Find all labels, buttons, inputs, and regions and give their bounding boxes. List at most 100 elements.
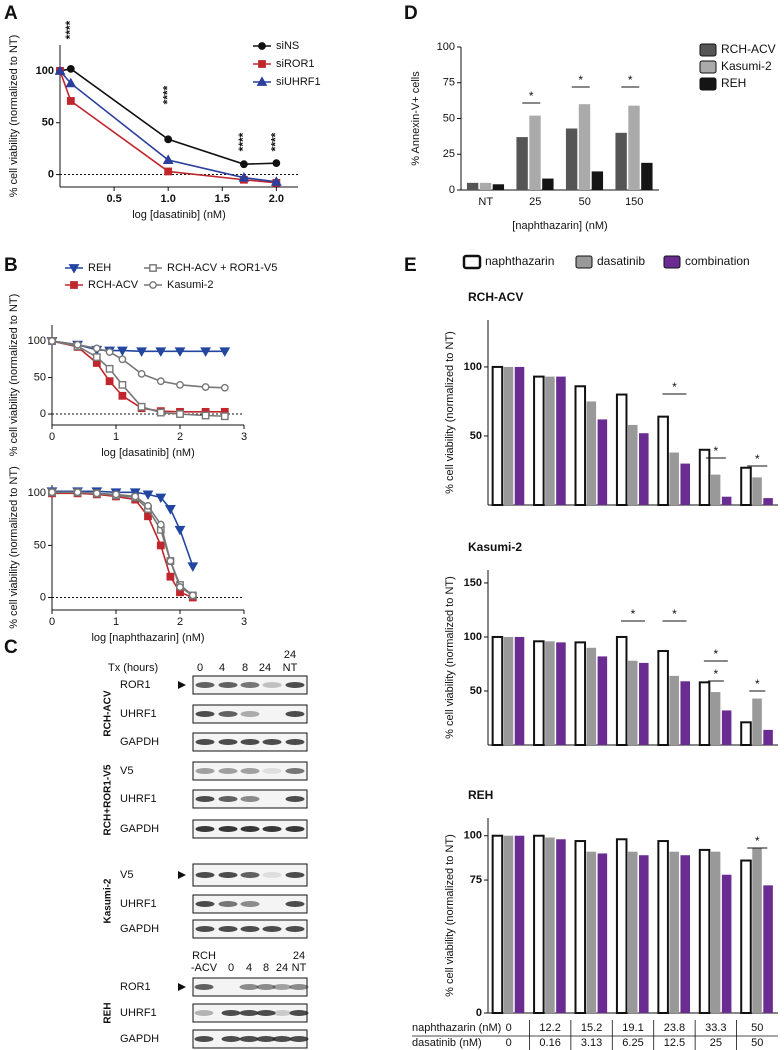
- point: [156, 520, 165, 529]
- table-cell: 33.3: [705, 1022, 726, 1034]
- bar: [542, 178, 554, 190]
- blot-band: [262, 682, 282, 688]
- bar: [556, 642, 566, 745]
- bar: [763, 885, 773, 1013]
- table-cell: 19.1: [622, 1022, 643, 1034]
- blot-band: [262, 926, 282, 932]
- blot-band: [195, 739, 215, 745]
- bar: [591, 171, 604, 190]
- bar: [574, 641, 587, 746]
- legend-label: siNS: [276, 40, 299, 52]
- bar: [763, 498, 773, 505]
- bar: [545, 641, 555, 745]
- blot-band: [285, 826, 305, 832]
- y-tick-label: 0: [48, 168, 54, 180]
- blot-band: [256, 1010, 276, 1016]
- bar: [574, 840, 587, 1015]
- table-cell: 12.2: [539, 1022, 560, 1034]
- significance: *: [755, 677, 760, 691]
- point: [220, 383, 229, 392]
- bar: [752, 848, 762, 1013]
- table-cell: 0.16: [539, 1037, 560, 1049]
- point: [48, 337, 56, 345]
- bar: [639, 855, 649, 1013]
- point: [92, 344, 101, 353]
- bar: [740, 859, 752, 1015]
- x-tick-label: 150: [625, 196, 643, 208]
- point: [166, 557, 175, 565]
- point: [174, 525, 186, 536]
- bar: [680, 681, 690, 745]
- bar: [698, 848, 711, 1015]
- point: [188, 591, 197, 600]
- x-tick-label: 2: [177, 431, 183, 443]
- panel-letter: A: [4, 3, 18, 24]
- point: [156, 408, 165, 417]
- blot-band: [218, 796, 238, 802]
- blot-band: [194, 984, 214, 990]
- bar: [627, 851, 638, 1013]
- series-line: [51, 340, 225, 389]
- bar: [627, 424, 638, 505]
- blot-band: [285, 682, 305, 688]
- bar: [698, 681, 711, 747]
- y-tick-label: 50: [443, 112, 455, 124]
- blot-band: [240, 768, 260, 774]
- y-tick-label: 50: [34, 539, 46, 551]
- bar: [627, 660, 638, 745]
- point: [144, 501, 152, 510]
- lane-label: 24: [259, 662, 271, 674]
- blot-band: [285, 796, 305, 802]
- blot-band: [239, 1036, 259, 1042]
- blot-header: Tx (hours): [108, 662, 158, 674]
- blot-row-label: GAPDH: [120, 923, 159, 935]
- blot-band: [240, 796, 260, 802]
- point: [137, 402, 146, 411]
- significance: ****: [269, 132, 283, 151]
- bar: [533, 834, 545, 1015]
- blot-band: [289, 1010, 309, 1016]
- significance: *: [631, 607, 636, 621]
- y-tick-label: 100: [28, 487, 46, 499]
- chart-title: REH: [468, 788, 493, 802]
- significance: *: [672, 607, 677, 621]
- point: [201, 383, 210, 391]
- series-line: [52, 492, 194, 599]
- panel-letter: D: [404, 3, 418, 24]
- bar: [503, 835, 514, 1013]
- bar: [740, 721, 752, 747]
- legend-marker: [258, 60, 266, 68]
- blot-band: [240, 711, 260, 717]
- bar: [669, 452, 679, 505]
- point: [164, 505, 176, 515]
- bar: [491, 635, 504, 746]
- blot-band: [240, 926, 260, 932]
- chart-title: Kasumi-2: [468, 540, 522, 554]
- blot-row-label: ROR1: [120, 981, 151, 993]
- x-tick-label: 0: [49, 616, 55, 628]
- blot-band: [218, 711, 238, 717]
- table-cell: 0: [506, 1022, 512, 1034]
- blot-band: [262, 872, 282, 878]
- point: [92, 353, 101, 362]
- y-axis-label: % cell viability (normalized to NT): [444, 834, 456, 997]
- bar: [680, 463, 690, 505]
- blot-band: [221, 1036, 241, 1042]
- lane-label: 24: [293, 950, 305, 962]
- y-tick-label: 100: [464, 631, 482, 643]
- blot-band: [285, 739, 305, 745]
- blot-band: [240, 739, 260, 745]
- blot-group-label: RCH-ACV: [103, 690, 114, 736]
- blot-group-label: Kasumi-2: [103, 878, 114, 923]
- legend-label: combination: [685, 254, 750, 268]
- blot-band: [285, 926, 305, 932]
- blot-band: [195, 711, 215, 717]
- y-axis-label: % cell viability (normalized to NT): [444, 576, 456, 739]
- blot-band: [262, 768, 282, 774]
- bar: [680, 855, 690, 1013]
- bar: [657, 650, 669, 746]
- x-tick-label: 1: [113, 431, 119, 443]
- point: [118, 355, 127, 364]
- bar: [533, 640, 545, 747]
- point: [131, 492, 140, 501]
